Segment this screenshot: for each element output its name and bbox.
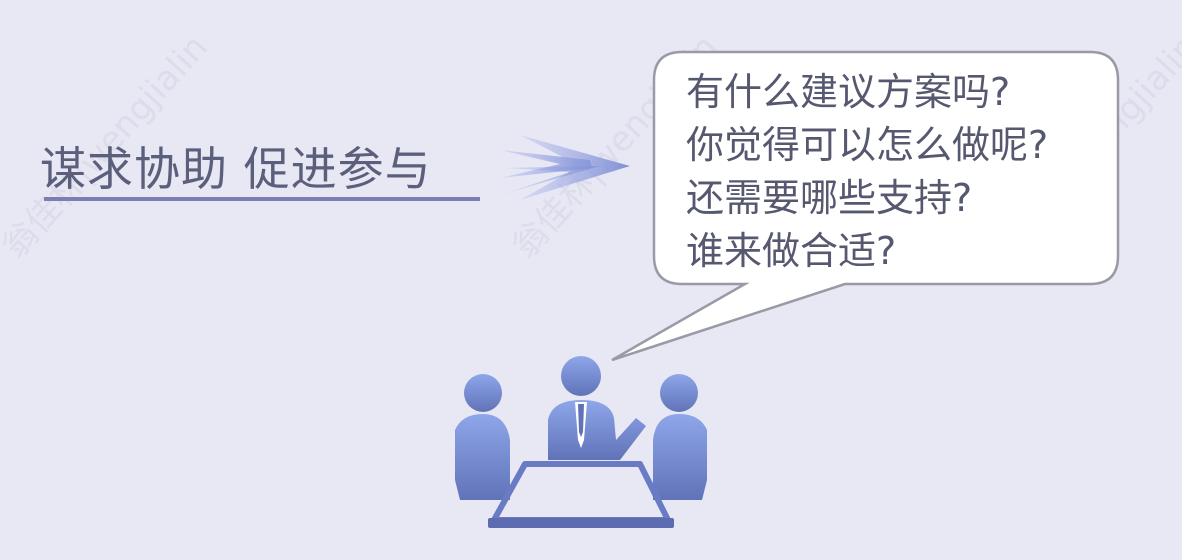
meeting-people-icon xyxy=(455,356,707,528)
bubble-line: 有什么建议方案吗? xyxy=(686,70,1011,114)
bubble-line: 你觉得可以怎么做呢? xyxy=(686,123,1049,167)
arrow-right-icon xyxy=(500,135,630,200)
speech-bubble-text: 有什么建议方案吗? 你觉得可以怎么做呢? 还需要哪些支持? 谁来做合适? xyxy=(686,66,1048,278)
bubble-line: 谁来做合适? xyxy=(686,229,897,273)
speech-bubble xyxy=(611,50,1120,362)
heading: 谋求协助 促进参与 xyxy=(40,142,432,196)
bubble-line: 还需要哪些支持? xyxy=(686,176,973,220)
heading-underline xyxy=(44,197,480,201)
